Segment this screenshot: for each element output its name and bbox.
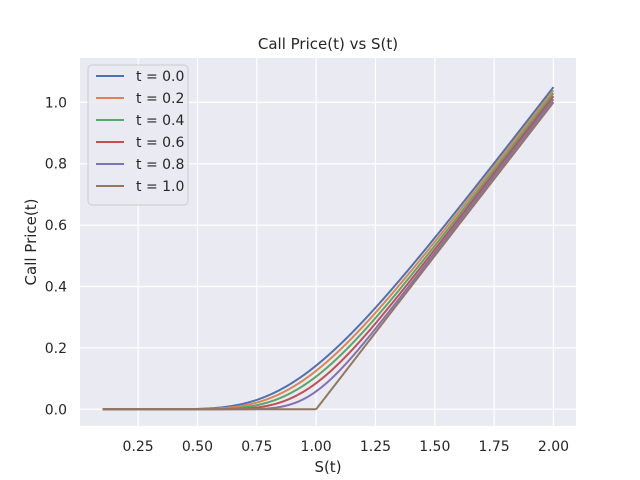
chart-title: Call Price(t) vs S(t) [258,35,398,53]
y-tick-label: 0.6 [45,218,67,234]
y-tick-label: 1.0 [45,95,67,111]
y-axis-title: Call Price(t) [22,199,40,286]
series-line [102,101,555,411]
legend-label: t = 0.4 [136,113,184,129]
legend-label: t = 0.0 [136,69,184,85]
y-tick-label: 0.4 [45,280,67,296]
x-tick-label: 0.75 [241,439,272,455]
legend-label: t = 0.8 [136,157,184,173]
legend-label: t = 1.0 [136,179,184,195]
x-tick-label: 1.75 [479,439,510,455]
x-tick-label: 0.25 [123,439,154,455]
y-tick-label: 0.0 [45,402,67,418]
x-tick-label: 1.50 [419,439,450,455]
x-tick-label: 1.00 [301,439,332,455]
x-tick-label: 2.00 [538,439,569,455]
x-axis-title: S(t) [314,458,341,476]
legend-label: t = 0.6 [136,135,184,151]
series-lines [102,86,555,411]
y-axis-ticks: 0.0 0.2 0.4 0.6 0.8 1.0 [45,95,67,418]
legend-box [87,64,189,206]
legend-label: t = 0.2 [136,91,184,107]
x-tick-label: 1.25 [360,439,391,455]
y-tick-label: 0.2 [45,341,67,357]
x-axis-ticks: 0.25 0.50 0.75 1.00 1.25 1.50 1.75 2.00 [123,439,569,455]
legend: t = 0.0 t = 0.2 t = 0.4 t = 0.6 t = 0.8 t = 1… [87,64,189,206]
y-tick-label: 0.8 [45,157,67,173]
x-tick-label: 0.50 [182,439,213,455]
